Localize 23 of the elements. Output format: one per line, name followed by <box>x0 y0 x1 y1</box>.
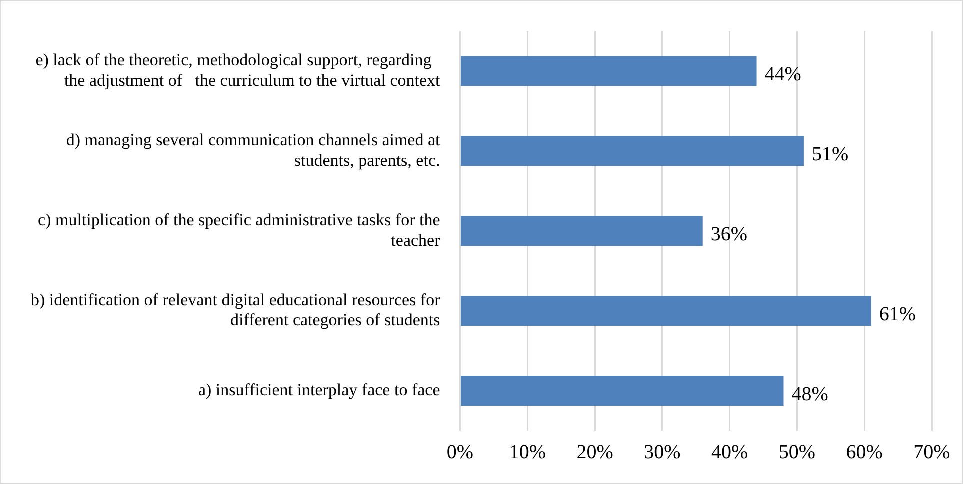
x-tick-label: 70% <box>914 441 950 464</box>
data-label: 61% <box>879 303 916 326</box>
bar <box>461 376 784 406</box>
bar <box>461 216 703 246</box>
bar <box>461 136 804 166</box>
x-tick-label: 60% <box>846 441 883 464</box>
x-tick-label: 40% <box>711 441 748 464</box>
x-tick-label: 20% <box>576 441 614 464</box>
data-label: 51% <box>812 143 849 166</box>
x-tick-label: 50% <box>778 441 816 464</box>
x-tick-label: 30% <box>644 441 681 464</box>
bar <box>461 56 757 86</box>
x-tick-label: 0% <box>446 441 474 464</box>
y-tick-label: c) multiplication of the specific administrative tasks for the teacher <box>38 210 441 250</box>
bar <box>461 296 872 326</box>
x-tick-label: 10% <box>509 441 546 464</box>
data-label: 48% <box>792 383 828 406</box>
y-tick-label: a) insufficient interplay face to face <box>198 380 440 400</box>
data-label: 44% <box>764 63 802 86</box>
data-label: 36% <box>710 223 748 246</box>
y-tick-label: b) identification of relevant digital educational resources for different categories of students <box>30 290 441 330</box>
y-tick-label: d) managing several communication channels aimed at students, parents, etc. <box>66 130 441 170</box>
y-tick-label: e) lack of the theoretic, methodological support, regarding the adjustment of the curriculum to the virtual context <box>36 50 441 90</box>
